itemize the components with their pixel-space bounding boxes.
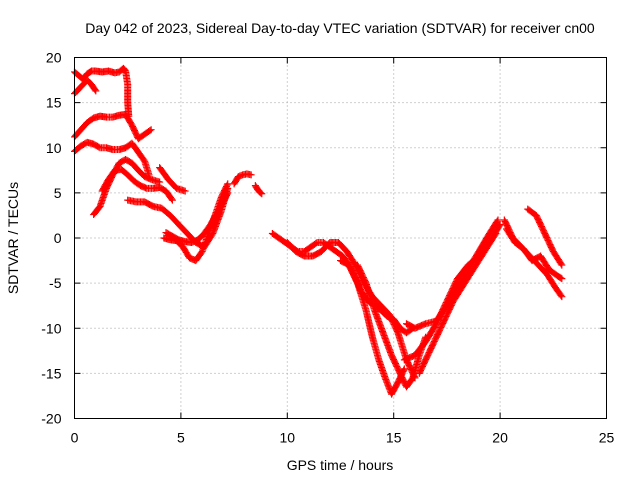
data-point [557,291,565,299]
data-point [491,231,499,239]
x-tick-labels: 0 5 10 15 20 25 [71,430,615,446]
data-point [247,171,255,179]
data-point [146,127,154,135]
data-point [557,274,565,282]
data-point [558,293,566,301]
data-point [147,126,155,134]
data-point [181,187,189,195]
series-trace-s [415,229,500,377]
x-tick-label: 5 [177,430,185,446]
data-point [167,195,175,203]
data-point [258,190,266,198]
series-trace-c [71,110,155,143]
series-trace-r [402,216,502,332]
series-trace-j [156,164,189,195]
data-point [494,216,502,224]
data-point [557,260,565,268]
data-point [558,261,566,269]
series-trace-v [524,205,566,269]
data-point [400,365,408,373]
data-point [223,181,231,189]
y-tick-label: 10 [46,140,62,156]
series-trace-l [251,182,266,198]
data-point [492,229,500,237]
x-tick-label: 20 [492,430,508,446]
y-tick-label: 15 [46,95,62,111]
plot-frame [74,57,607,419]
x-tick-label: 15 [386,430,402,446]
y-tick-label: -20 [41,411,61,427]
data-point [91,86,99,94]
data-point [168,196,176,204]
y-tick-label: -15 [41,365,61,381]
x-tick-label: 0 [71,430,79,446]
y-tick-label: -5 [49,275,62,291]
y-axis-label: SDTVAR / TECUs [5,182,21,294]
series-trace-f [98,165,176,204]
chart-title: Day 042 of 2023, Sidereal Day-to-day VTE… [85,20,595,36]
data-point [92,87,100,95]
y-tick-label: 20 [46,50,62,66]
data-layer [71,64,566,398]
data-point [224,180,232,188]
data-point [223,190,231,198]
series-trace-o [337,257,408,398]
series-trace-i [162,189,232,247]
data-point [257,189,265,197]
data-point [493,217,501,225]
series-trace-n [283,239,419,382]
series-trace-k [230,170,255,188]
y-tick-label: 5 [54,185,62,201]
series-trace-a [71,64,133,120]
series-trace-u [502,225,566,283]
series-trace-p [354,261,430,391]
data-point [558,275,566,283]
grid-layer [74,57,607,419]
series-trace-b [71,76,100,98]
y-tick-label: 0 [54,230,62,246]
series-trace-d [71,138,153,179]
x-tick-label: 10 [280,430,296,446]
x-axis-label: GPS time / hours [287,457,394,473]
data-point [224,189,232,197]
x-tick-label: 25 [599,430,615,446]
y-tick-labels: -20 -15 -10 -5 0 5 10 15 20 [41,50,61,427]
y-tick-label: -10 [41,320,61,336]
